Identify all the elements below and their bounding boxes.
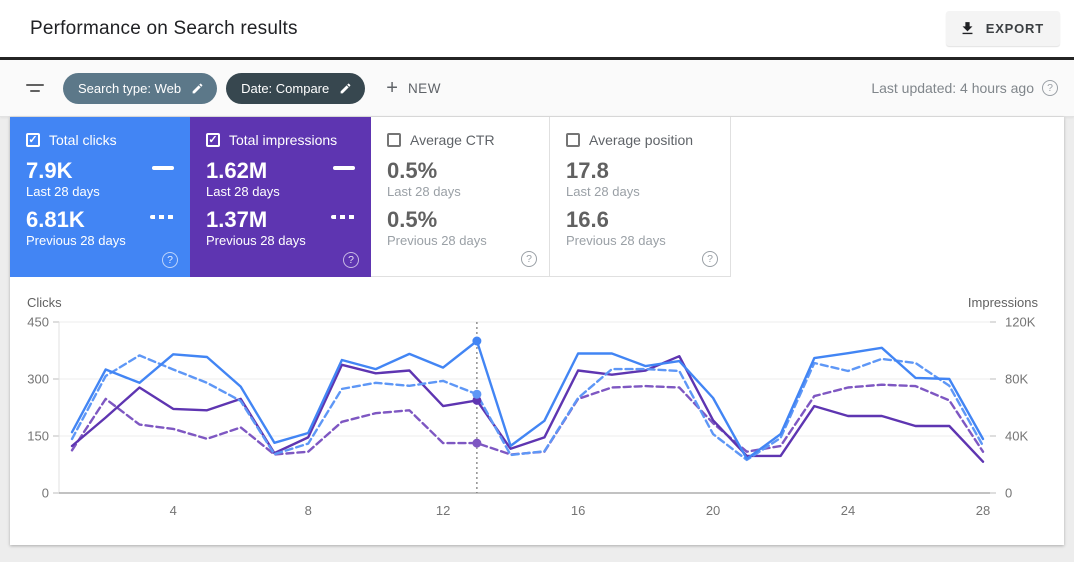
metric-previous-value: 6.81K [26,207,85,233]
svg-text:80K: 80K [1005,372,1028,387]
download-icon [962,22,973,35]
metric-current-label: Last 28 days [566,184,640,200]
help-icon[interactable]: ? [1042,80,1058,96]
solid-line-icon [333,166,355,170]
metric-card-total-impressions[interactable]: ✓ Total impressions 1.62M Last 28 days 1… [190,117,371,277]
metric-card-label: Total impressions [229,132,338,148]
metric-current-value: 1.62M [206,158,268,183]
search-type-chip-label: Search type: Web [78,80,182,96]
check-icon: ✓ [208,133,218,146]
page-title: Performance on Search results [30,17,298,39]
metric-previous-value: 1.37M [206,207,268,233]
svg-text:0: 0 [42,486,49,501]
metric-current-label: Last 28 days [387,184,461,200]
chart-area: 0 150 300 450 0 40K 80K 120K 4 8 12 16 20 24 28 Clicks I… [10,290,1064,545]
metric-card-average-ctr[interactable]: ✓ Average CTR 0.5% Last 28 days 0.5% Pre… [371,117,550,277]
svg-text:28: 28 [976,503,990,518]
metric-current-label: Last 28 days [26,184,100,200]
svg-text:20: 20 [706,503,720,518]
search-type-chip[interactable]: Search type: Web [63,72,218,104]
metric-card-total-clicks[interactable]: ✓ Total clicks 7.9K Last 28 days 6.81K P… [10,117,190,277]
metric-current-value: 0.5% [387,158,438,183]
svg-text:12: 12 [436,503,450,518]
filter-bar: Search type: Web Date: Compare + NEW Las… [0,60,1074,117]
help-icon[interactable]: ? [162,252,178,268]
check-icon: ✓ [28,133,38,146]
svg-text:300: 300 [27,372,49,387]
metrics-row: ✓ Total clicks 7.9K Last 28 days 6.81K P… [10,117,1064,277]
header-divider [0,57,1074,60]
metric-current-label: Last 28 days [206,184,280,200]
metric-card-average-position[interactable]: ✓ Average position 17.8 Last 28 days 16.… [550,117,731,277]
svg-text:Clicks: Clicks [27,295,62,310]
dashed-line-icon [331,215,355,220]
metric-card-label: Average CTR [410,132,495,148]
edit-pencil-icon[interactable] [339,82,352,95]
average-position-checkbox[interactable]: ✓ [566,133,580,147]
total-clicks-checkbox[interactable]: ✓ [26,133,40,147]
svg-text:24: 24 [841,503,855,518]
edit-pencil-icon[interactable] [191,82,204,95]
metric-previous-value: 0.5% [387,207,438,233]
svg-text:4: 4 [170,503,177,518]
svg-text:Impressions: Impressions [968,295,1039,310]
new-filter-button[interactable]: + NEW [386,78,441,98]
new-filter-label: NEW [407,80,441,96]
last-updated-text: Last updated: 4 hours ago [871,80,1034,96]
dashed-line-icon [150,215,174,220]
svg-text:8: 8 [305,503,312,518]
help-icon[interactable]: ? [702,251,718,267]
svg-text:40K: 40K [1005,429,1028,444]
metric-current-value: 17.8 [566,158,609,183]
metrics-spacer [731,117,1064,277]
metric-previous-label: Previous 28 days [26,233,126,249]
metric-previous-value: 16.6 [566,207,609,233]
svg-text:150: 150 [27,429,49,444]
svg-text:16: 16 [571,503,585,518]
metric-current-value: 7.9K [26,158,73,183]
export-button[interactable]: EXPORT [945,11,1060,46]
performance-card: ✓ Total clicks 7.9K Last 28 days 6.81K P… [10,117,1064,545]
metric-card-label: Average position [589,132,694,148]
help-icon[interactable]: ? [343,252,359,268]
metric-card-label: Total clicks [49,132,117,148]
performance-chart[interactable]: 0 150 300 450 0 40K 80K 120K 4 8 12 16 20 24 28 Clicks I… [10,290,1064,545]
date-compare-chip-label: Date: Compare [241,80,330,96]
svg-text:120K: 120K [1005,315,1036,330]
date-compare-chip[interactable]: Date: Compare [226,72,366,104]
total-impressions-checkbox[interactable]: ✓ [206,133,220,147]
solid-line-icon [152,166,174,170]
header: Performance on Search results EXPORT [0,0,1074,57]
average-ctr-checkbox[interactable]: ✓ [387,133,401,147]
metric-previous-label: Previous 28 days [387,233,487,249]
metric-previous-label: Previous 28 days [206,233,306,249]
filter-list-icon [25,84,45,92]
export-label: EXPORT [985,21,1044,36]
plus-icon: + [386,77,398,99]
help-icon[interactable]: ? [521,251,537,267]
svg-text:0: 0 [1005,486,1012,501]
last-updated: Last updated: 4 hours ago ? [871,80,1058,96]
metric-previous-label: Previous 28 days [566,233,666,249]
svg-text:450: 450 [27,315,49,330]
